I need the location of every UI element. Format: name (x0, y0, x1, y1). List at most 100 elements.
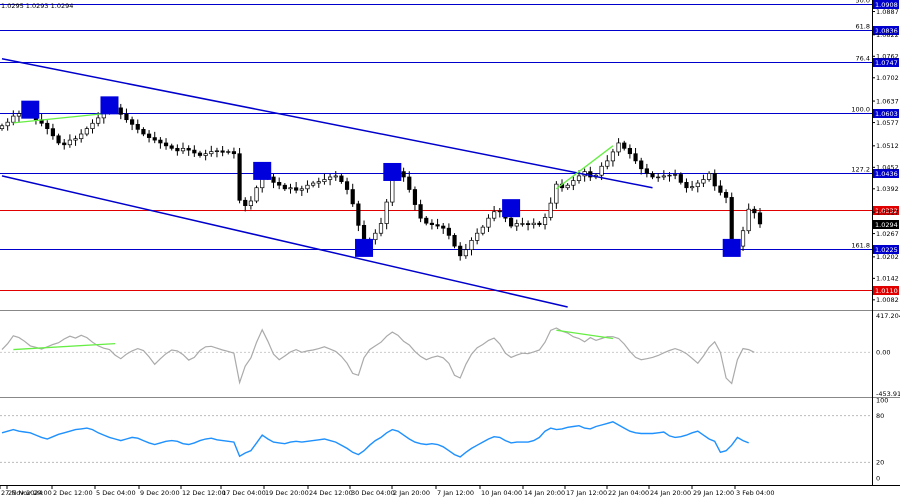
bear-candle (243, 199, 248, 206)
bull-candle (695, 182, 700, 188)
signal-marker (100, 96, 119, 115)
bull-candle (520, 223, 525, 225)
bear-candle (124, 113, 129, 121)
cci-divergence-line (556, 329, 614, 340)
bear-candle (650, 173, 655, 178)
bull-candle (73, 138, 78, 141)
current-price-box (873, 220, 899, 229)
bull-candle (11, 115, 16, 123)
bear-candle (350, 189, 355, 205)
bear-candle (435, 224, 440, 227)
divergence-line (13, 111, 116, 124)
bear-candle (186, 147, 191, 151)
fib-price-box-label: 1.0836 (875, 27, 898, 35)
bear-candle (169, 145, 174, 149)
bear-candle (639, 160, 644, 170)
cci-divergence-line (13, 342, 116, 351)
bull-candle (327, 176, 333, 180)
bear-candle (163, 142, 169, 147)
bull-candle (690, 186, 695, 189)
bull-candle (67, 139, 72, 146)
price-tick-label: 1.0822 (876, 31, 899, 39)
bull-candle (16, 113, 22, 117)
bull-candle (475, 232, 480, 241)
signal-marker (383, 162, 402, 181)
bear-candle (237, 153, 242, 201)
bull-candle (610, 151, 616, 162)
main-panel: 50.0 61.8 76.4 100.0 127.2 161.8 (0, 0, 872, 308)
cci-panel (0, 327, 872, 385)
bear-candle (294, 187, 299, 191)
price-tick-label: 1.0512 (876, 142, 899, 150)
bear-candle (644, 168, 649, 174)
bull-candle (661, 175, 666, 178)
cci-tick-label: -453.913 (876, 390, 900, 398)
bull-candle (706, 173, 712, 180)
time-tick-label: 22 Jan 04:00 (608, 489, 649, 497)
price-axis: 1.0908 1.0836 1.0747 1.0603 1.0436 1.0225 1.03… (872, 0, 900, 482)
time-tick-label: 7 Jan 12:00 (437, 489, 474, 497)
time-tick-label: 29 Jan 12:00 (693, 489, 734, 497)
bull-candle (542, 217, 548, 225)
bear-candle (633, 153, 638, 162)
bull-candle (79, 133, 84, 140)
bear-candle (509, 217, 514, 227)
bull-candle (0, 125, 5, 129)
bear-candle (344, 181, 350, 190)
red-price-box-label: 1.0332 (875, 207, 898, 215)
current-price-label: 1.0294 (875, 221, 898, 229)
channel-line (1, 175, 568, 308)
bull-candle (616, 142, 621, 153)
time-tick-label: 27 Nov 2024 (1, 489, 43, 497)
bull-candle (84, 128, 89, 135)
bear-candle (446, 227, 451, 236)
bull-candle (311, 182, 316, 186)
bear-candle (622, 142, 627, 149)
fib-price-box (873, 0, 899, 9)
bear-candle (407, 176, 412, 190)
bull-candle (514, 223, 519, 227)
bear-candle (277, 182, 282, 186)
fib-level-label: 100.0 (851, 106, 870, 114)
ohlc-readout: 1.0295 1.0293 1.0294 (1, 2, 73, 10)
bear-candle (712, 173, 717, 187)
time-tick-label: 2 Dec 12:00 (53, 489, 93, 497)
time-tick-label: 17 Dec 04:00 (222, 489, 266, 497)
time-tick-label: 10 Jan 04:00 (481, 489, 522, 497)
cci-line (1, 327, 755, 385)
bear-candle (627, 147, 632, 155)
bear-candle (56, 135, 61, 144)
bull-candle (667, 174, 672, 177)
fib-level-label: 161.8 (851, 242, 870, 250)
price-tick-label: 1.0267 (876, 230, 899, 238)
fib-price-box (873, 109, 899, 118)
time-tick-label: 24 Dec 12:00 (309, 489, 353, 497)
time-tick-label: 5 Dec 04:00 (96, 489, 136, 497)
signal-marker (722, 238, 741, 257)
main-panel-bg (0, 0, 872, 310)
bull-candle (390, 177, 395, 203)
bear-candle (424, 217, 429, 224)
bear-candle (441, 225, 446, 229)
bull-candle (5, 121, 10, 127)
bull-candle (548, 202, 553, 218)
time-tick-label: 12 Dec 12:00 (182, 489, 226, 497)
channel-line (1, 58, 653, 189)
fib-price-box (873, 245, 899, 254)
bear-candle (356, 203, 361, 226)
bear-candle (231, 151, 237, 155)
rsi-tick-label: 80 (876, 412, 884, 420)
bear-candle (418, 204, 423, 219)
bull-candle (299, 188, 304, 191)
bull-candle (656, 176, 661, 179)
red-price-box (873, 206, 899, 215)
bull-candle (254, 187, 259, 202)
price-tick-label: 1.0452 (876, 164, 899, 172)
bull-candle (203, 153, 208, 156)
bull-candle (96, 117, 101, 124)
bear-candle (220, 150, 225, 153)
bear-candle (130, 119, 135, 125)
bear-candle (678, 174, 683, 183)
bull-candle (214, 150, 220, 152)
